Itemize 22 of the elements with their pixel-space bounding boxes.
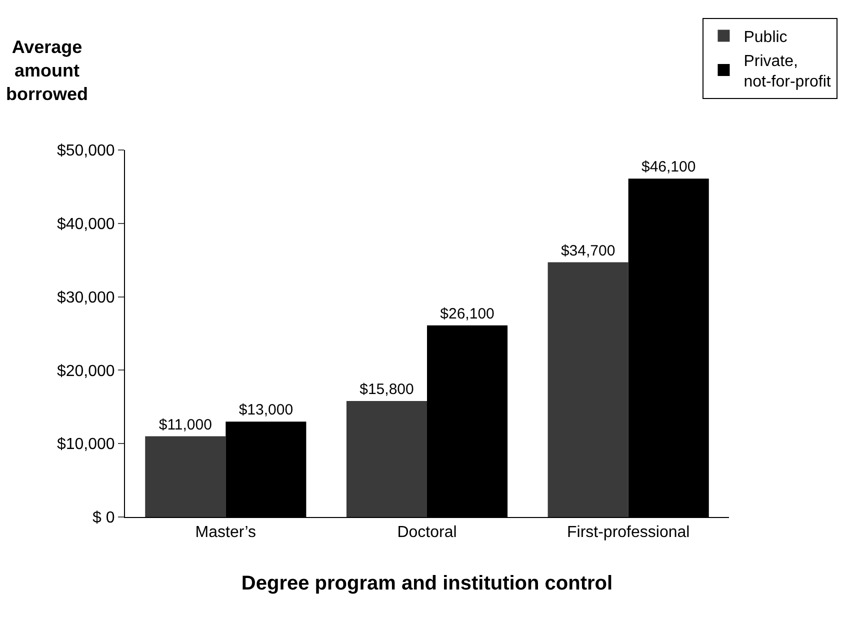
bar <box>145 436 226 517</box>
data-label: $34,700 <box>560 242 616 260</box>
x-tick-label: First-professional <box>566 524 690 542</box>
data-label: $15,800 <box>360 381 414 398</box>
y-tick-label: $ 0 <box>92 510 115 527</box>
x-tick-label: Master’s <box>195 524 256 542</box>
legend-label: Private, not-for-profit <box>744 52 832 91</box>
legend-label: Public <box>744 29 788 46</box>
data-label: $26,100 <box>440 305 494 322</box>
x-tick-label: Doctoral <box>397 524 457 542</box>
y-tick-label: $40,000 <box>56 216 115 233</box>
y-tick-label: $30,000 <box>56 289 115 306</box>
y-tick-label: $20,000 <box>56 362 115 380</box>
y-tick-label: $10,000 <box>56 436 115 454</box>
y-axis-title: Average amount borrowed <box>6 37 88 104</box>
y-tick-label: $50,000 <box>56 142 115 160</box>
data-label: $13,000 <box>238 402 294 419</box>
bar <box>346 401 427 517</box>
bar <box>548 262 628 517</box>
x-axis-title: Degree program and institution control <box>241 572 613 595</box>
data-label: $46,100 <box>641 158 696 176</box>
data-label: $11,000 <box>158 416 212 434</box>
